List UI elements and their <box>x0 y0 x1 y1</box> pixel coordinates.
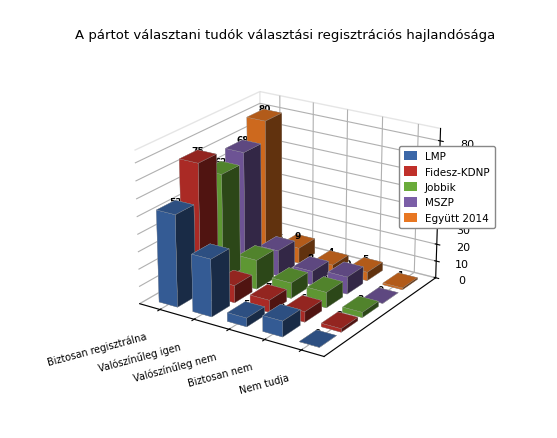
Legend: LMP, Fidesz-KDNP, Jobbik, MSZP, Együtt 2014: LMP, Fidesz-KDNP, Jobbik, MSZP, Együtt 2… <box>399 146 495 229</box>
Title: A pártot választani tudók választási regisztrációs hajlandósága: A pártot választani tudók választási reg… <box>75 29 496 42</box>
